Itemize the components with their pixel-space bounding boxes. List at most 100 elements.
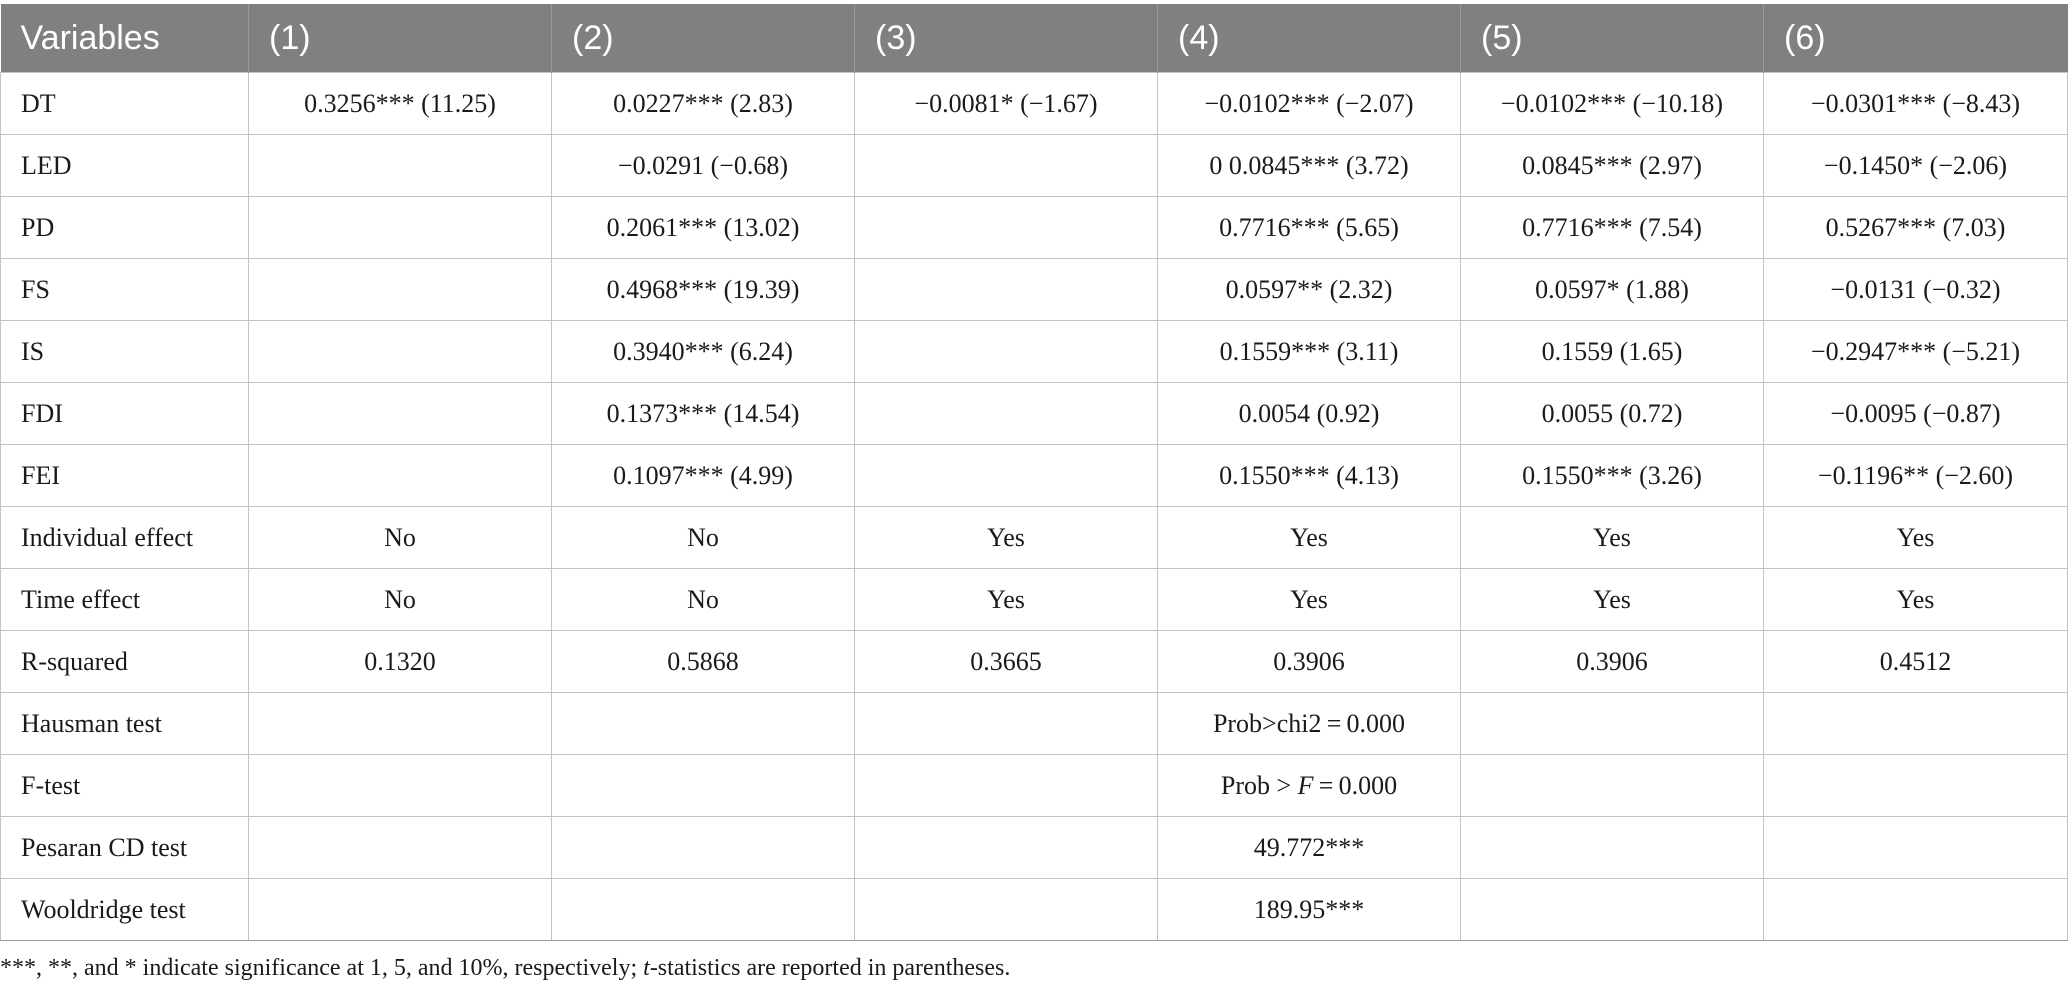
cell-model-4: Yes — [1157, 568, 1461, 631]
cell-model-1 — [248, 196, 552, 259]
row-label: Hausman test — [0, 692, 249, 755]
table-row: Hausman test Prob>chi2 = 0.000 — [0, 692, 2068, 755]
cell-model-3 — [854, 382, 1158, 445]
cell-model-6: Yes — [1763, 506, 2068, 569]
footnote-text-end: -statistics are reported in parentheses. — [649, 955, 1011, 981]
cell-model-2 — [551, 754, 855, 817]
cell-model-5: Yes — [1460, 568, 1764, 631]
cell-model-1 — [248, 320, 552, 383]
cell-model-1 — [248, 754, 552, 817]
header-model-5: (5) — [1460, 4, 1764, 73]
cell-model-5: 0.0597* (1.88) — [1460, 258, 1764, 321]
header-model-6: (6) — [1763, 4, 2068, 73]
row-label: IS — [0, 320, 249, 383]
table-row: FS 0.4968*** (19.39) 0.0597** (2.32) 0.0597… — [0, 258, 2068, 321]
cell-model-2: 0.4968*** (19.39) — [551, 258, 855, 321]
row-label: F-test — [0, 754, 249, 817]
cell-model-1: 0.3256*** (11.25) — [248, 72, 552, 135]
cell-model-4: −0.0102*** (−2.07) — [1157, 72, 1461, 135]
table-row: Time effect No No Yes Yes Yes Yes — [0, 568, 2068, 631]
cell-model-6: −0.1196** (−2.60) — [1763, 444, 2068, 507]
cell-model-6: −0.2947*** (−5.21) — [1763, 320, 2068, 383]
cell-model-4: 0.3906 — [1157, 630, 1461, 693]
row-label: FS — [0, 258, 249, 321]
row-label: Individual effect — [0, 506, 249, 569]
cell-model-4: 0 0.0845*** (3.72) — [1157, 134, 1461, 197]
header-model-3: (3) — [854, 4, 1158, 73]
cell-model-4: 0.1559*** (3.11) — [1157, 320, 1461, 383]
cell-model-1 — [248, 382, 552, 445]
cell-model-2: 0.3940*** (6.24) — [551, 320, 855, 383]
cell-model-5 — [1460, 692, 1764, 755]
footnote-text-start: ***, **, and * indicate significance at … — [0, 955, 644, 981]
table-row: Wooldridge test 189.95*** — [0, 878, 2068, 941]
cell-model-4: 0.0054 (0.92) — [1157, 382, 1461, 445]
cell-model-2: −0.0291 (−0.68) — [551, 134, 855, 197]
row-label: Pesaran CD test — [0, 816, 249, 879]
cell-model-4: Yes — [1157, 506, 1461, 569]
table-row: PD 0.2061*** (13.02) 0.7716*** (5.65) 0.771… — [0, 196, 2068, 259]
cell-model-5: 0.0055 (0.72) — [1460, 382, 1764, 445]
row-label: LED — [0, 134, 249, 197]
row-label: FDI — [0, 382, 249, 445]
cell-model-3 — [854, 258, 1158, 321]
table-row: F-test Prob > F = 0.000 — [0, 754, 2068, 817]
cell-model-4: 0.7716*** (5.65) — [1157, 196, 1461, 259]
cell-model-1 — [248, 878, 552, 941]
cell-model-3 — [854, 320, 1158, 383]
cell-model-1 — [248, 444, 552, 507]
cell-model-1 — [248, 258, 552, 321]
cell-model-4: 49.772*** — [1157, 816, 1461, 879]
row-label: FEI — [0, 444, 249, 507]
cell-model-6 — [1763, 878, 2068, 941]
cell-model-6: −0.0095 (−0.87) — [1763, 382, 2068, 445]
cell-model-3 — [854, 692, 1158, 755]
cell-model-6 — [1763, 816, 2068, 879]
table-row: Individual effect No No Yes Yes Yes Yes — [0, 506, 2068, 569]
cell-model-3: 0.3665 — [854, 630, 1158, 693]
cell-model-5: 0.3906 — [1460, 630, 1764, 693]
cell-model-5: Yes — [1460, 506, 1764, 569]
header-variables: Variables — [0, 4, 249, 73]
table-row: FEI 0.1097*** (4.99) 0.1550*** (4.13) 0.155… — [0, 444, 2068, 507]
cell-model-5: 0.1550*** (3.26) — [1460, 444, 1764, 507]
cell-model-2 — [551, 816, 855, 879]
cell-model-5: 0.7716*** (7.54) — [1460, 196, 1764, 259]
cell-model-5 — [1460, 878, 1764, 941]
row-label: R-squared — [0, 630, 249, 693]
cell-model-1 — [248, 692, 552, 755]
cell-model-3 — [854, 444, 1158, 507]
table-footnote: ***, **, and * indicate significance at … — [0, 955, 1010, 982]
table-row: LED −0.0291 (−0.68) 0 0.0845*** (3.72) 0.08… — [0, 134, 2068, 197]
cell-model-2: No — [551, 506, 855, 569]
cell-model-3 — [854, 878, 1158, 941]
table-row: IS 0.3940*** (6.24) 0.1559*** (3.11) 0.1559… — [0, 320, 2068, 383]
cell-model-6: 0.5267*** (7.03) — [1763, 196, 2068, 259]
row-label: Wooldridge test — [0, 878, 249, 941]
regression-results-table: Variables (1) (2) (3) (4) (5) (6) DT 0.32… — [0, 4, 2068, 941]
cell-model-3 — [854, 816, 1158, 879]
table-body: DT 0.3256*** (11.25) 0.0227*** (2.83) −0.00… — [0, 72, 2068, 941]
cell-model-2 — [551, 878, 855, 941]
cell-model-1: No — [248, 568, 552, 631]
cell-model-2: 0.5868 — [551, 630, 855, 693]
cell-model-1: 0.1320 — [248, 630, 552, 693]
cell-model-6 — [1763, 692, 2068, 755]
cell-model-2: 0.2061*** (13.02) — [551, 196, 855, 259]
cell-model-6: −0.0301*** (−8.43) — [1763, 72, 2068, 135]
table-row: FDI 0.1373*** (14.54) 0.0054 (0.92) 0.0055 … — [0, 382, 2068, 445]
cell-model-6: 0.4512 — [1763, 630, 2068, 693]
cell-model-5: −0.0102*** (−10.18) — [1460, 72, 1764, 135]
table-row: R-squared 0.1320 0.5868 0.3665 0.3906 0.3906 0… — [0, 630, 2068, 693]
cell-model-6: Yes — [1763, 568, 2068, 631]
cell-model-6: −0.0131 (−0.32) — [1763, 258, 2068, 321]
cell-model-3 — [854, 134, 1158, 197]
cell-model-5: 0.1559 (1.65) — [1460, 320, 1764, 383]
cell-model-5 — [1460, 816, 1764, 879]
cell-model-3: −0.0081* (−1.67) — [854, 72, 1158, 135]
cell-model-3 — [854, 196, 1158, 259]
cell-model-2 — [551, 692, 855, 755]
cell-model-2: 0.0227*** (2.83) — [551, 72, 855, 135]
cell-model-4: Prob>chi2 = 0.000 — [1157, 692, 1461, 755]
cell-model-1 — [248, 816, 552, 879]
